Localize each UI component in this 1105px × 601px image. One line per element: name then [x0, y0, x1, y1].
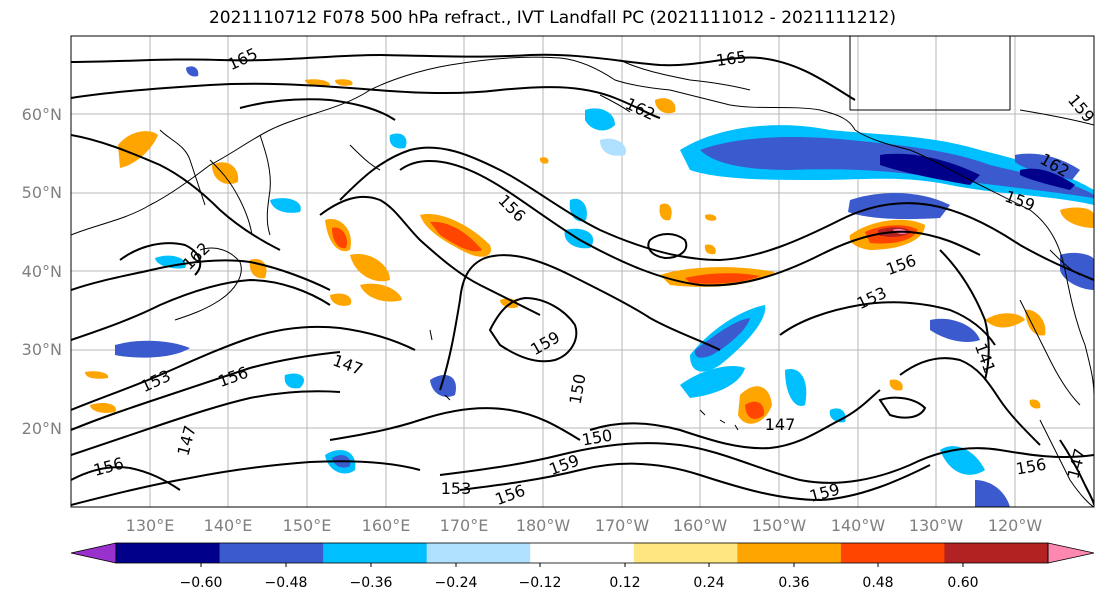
lon-label: 160°E	[362, 516, 411, 535]
colorbar-segment	[116, 543, 221, 563]
colorbar-tick-label: 0.12	[609, 575, 640, 591]
graticule	[71, 36, 1094, 507]
colorbar-segment	[323, 543, 428, 563]
lon-label: 150°E	[283, 516, 332, 535]
lat-label: 20°N	[22, 419, 62, 438]
colorbar-outline	[115, 542, 1049, 564]
lon-label: 140°E	[204, 516, 253, 535]
lon-label: 170°W	[595, 516, 650, 535]
colorbar-segment	[219, 543, 324, 563]
colorbar-tick-label: −0.36	[350, 575, 393, 591]
colorbar-segment	[737, 543, 842, 563]
coastlines	[71, 36, 1094, 507]
lat-label: 50°N	[22, 183, 62, 202]
lon-label: 130°E	[126, 516, 175, 535]
lon-label: 160°W	[673, 516, 728, 535]
contour-label: 147	[765, 415, 796, 434]
colorbar-tick-label: 0.60	[947, 575, 978, 591]
colorbar-tick-label: 0.36	[778, 575, 809, 591]
longitude-axis: 130°E 140°E 150°E 160°E 170°E 180°W 170°…	[126, 516, 1043, 535]
contour-label: 165	[715, 47, 748, 70]
latitude-axis: 60°N 50°N 40°N 30°N 20°N	[22, 105, 62, 438]
lon-label: 140°W	[831, 516, 886, 535]
map-frame	[70, 35, 1095, 508]
colorbar-tick-label: 0.24	[693, 575, 724, 591]
lon-label: 130°W	[909, 516, 964, 535]
colorbar-segment	[530, 543, 635, 563]
map-title: 2021110712 F078 500 hPa refract., IVT La…	[208, 8, 896, 28]
colorbar-segment	[426, 543, 531, 563]
contour-label: 153	[441, 479, 472, 498]
colorbar-tick-label: 0.48	[862, 575, 893, 591]
lon-label: 120°W	[988, 516, 1043, 535]
colorbar-segment	[840, 543, 945, 563]
colorbar-extend-low	[70, 542, 117, 564]
lon-label: 150°W	[752, 516, 807, 535]
colorbar-segment	[633, 543, 738, 563]
lat-label: 40°N	[22, 262, 62, 281]
colorbar-tick-labels: −0.60 −0.48 −0.36 −0.24 −0.12 0.12 0.24 …	[180, 575, 979, 591]
lat-label: 30°N	[22, 340, 62, 359]
colorbar	[70, 542, 1095, 567]
ivt-shading	[85, 66, 1094, 507]
colorbar-tick-label: −0.48	[265, 575, 308, 591]
colorbar-tick-label: −0.12	[519, 575, 562, 591]
refractivity-contours	[71, 53, 1094, 506]
lon-label: 170°E	[440, 516, 489, 535]
lat-label: 60°N	[22, 105, 62, 124]
colorbar-tick-label: −0.60	[180, 575, 223, 591]
lon-label: 180°W	[516, 516, 571, 535]
colorbar-segment	[944, 543, 1049, 563]
colorbar-tick-label: −0.24	[435, 575, 478, 591]
colorbar-extend-high	[1047, 542, 1095, 564]
